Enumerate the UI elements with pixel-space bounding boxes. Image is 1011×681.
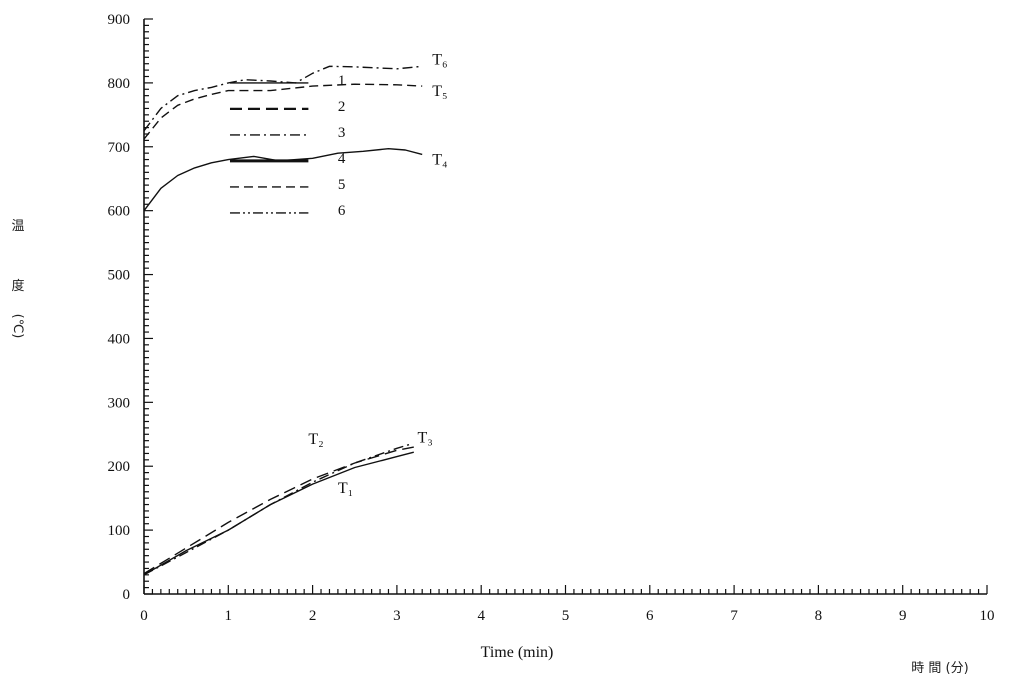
axes — [143, 19, 987, 595]
series-line-2 — [143, 83, 423, 140]
y-tick-label: 700 — [108, 140, 131, 156]
x-tick-label: 5 — [562, 608, 570, 624]
legend-label: 3 — [338, 125, 346, 141]
series-name-label: T₆ — [432, 51, 447, 68]
legend-label: 5 — [338, 177, 346, 193]
x-axis-ticks: 0 1 2 3 4 5 6 7 8 9 10 — [140, 585, 995, 624]
y-tick-label: 0 — [123, 587, 131, 603]
x-tick-label: 1 — [225, 608, 233, 624]
y-axis-ticks: 0 100 200 300 400 500 600 700 800 900 — [108, 12, 153, 603]
series-line-5 — [143, 446, 414, 575]
series-lines — [143, 65, 423, 576]
x-tick-label: 2 — [309, 608, 317, 624]
series-line-6 — [143, 451, 414, 576]
y-axis-title-char-2: 度 — [11, 278, 24, 294]
series-name-label: T₄ — [432, 151, 448, 168]
x-tick-label: 3 — [393, 608, 401, 624]
series-line-1 — [143, 65, 423, 132]
x-tick-label: 0 — [140, 608, 148, 624]
legend-label: 1 — [338, 73, 346, 89]
x-tick-label: 6 — [646, 608, 654, 624]
series-name-label: T₁ — [338, 480, 353, 497]
y-tick-label: 200 — [108, 459, 131, 475]
x-tick-label: 4 — [477, 608, 485, 624]
y-tick-label: 900 — [108, 12, 131, 28]
y-tick-label: 400 — [108, 331, 131, 347]
legend-label: 6 — [338, 203, 346, 219]
legend-label: 4 — [338, 151, 346, 167]
x-tick-label: 9 — [899, 608, 907, 624]
x-tick-label: 7 — [730, 608, 738, 624]
x-axis-title-cjk: 時 間 (分) — [911, 661, 968, 676]
legend-label: 2 — [338, 99, 346, 115]
y-axis-title-char-1: 温 — [11, 219, 24, 234]
series-labels: T₆ T₅ T₄ T₃ T₂ T₁ — [308, 51, 448, 497]
y-tick-label: 500 — [108, 268, 131, 284]
series-line-4 — [143, 443, 410, 576]
series-name-label: T₅ — [432, 83, 447, 100]
x-tick-label: 10 — [980, 608, 995, 624]
series-name-label: T₃ — [418, 430, 433, 447]
series-line-3 — [143, 148, 423, 212]
y-tick-label: 600 — [108, 204, 131, 220]
y-axis-title-char-3: (℃) — [10, 314, 25, 339]
y-tick-label: 100 — [108, 523, 131, 539]
series-name-label: T₂ — [308, 431, 323, 448]
y-tick-label: 300 — [108, 395, 131, 411]
x-tick-label: 8 — [815, 608, 823, 624]
legend: 1 2 3 4 5 6 — [229, 73, 346, 219]
y-tick-label: 800 — [108, 76, 131, 92]
x-axis-title: Time (min) — [481, 644, 554, 661]
